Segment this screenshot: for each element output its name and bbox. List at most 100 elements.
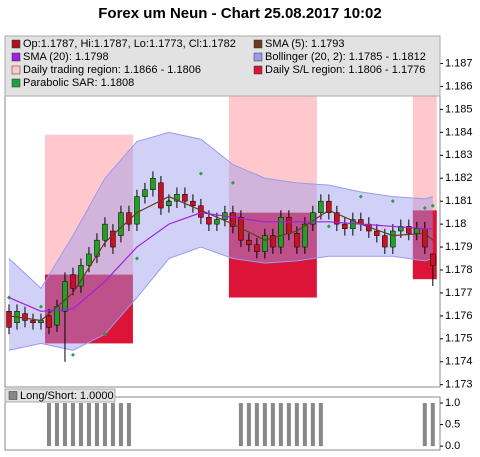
- long-short-bar: [278, 403, 283, 447]
- candle-body: [430, 253, 436, 266]
- sar-dot: [38, 304, 43, 309]
- candle-body: [334, 212, 340, 225]
- candle-body: [278, 216, 284, 248]
- legend-swatch: [253, 39, 263, 49]
- candle-body: [342, 223, 348, 229]
- candle-body: [214, 219, 220, 225]
- candle-body: [102, 223, 108, 241]
- candle-body: [62, 281, 68, 312]
- legend-label: Bollinger (20, 2): 1.1785 - 1.1812: [265, 51, 426, 63]
- legend-label: Daily trading region: 1.1866 - 1.1806: [23, 64, 201, 76]
- long-short-bar: [238, 403, 243, 447]
- long-short-bar: [286, 403, 291, 447]
- legend-label: Daily S/L region: 1.1806 - 1.1776: [265, 64, 425, 76]
- candle-body: [134, 196, 140, 225]
- candle-body: [190, 200, 196, 207]
- candle-body: [326, 200, 332, 213]
- bollinger-upper: [8, 131, 433, 290]
- trading-region: [412, 72, 437, 211]
- y-tick-label: 1.187: [445, 57, 473, 69]
- long-short-bar: [54, 403, 59, 447]
- sar-dot: [230, 180, 235, 185]
- y-tick-label: 0.5: [445, 418, 460, 430]
- candle-body: [166, 200, 172, 207]
- long-short-bar: [94, 403, 99, 447]
- candle-body: [86, 253, 92, 266]
- sar-dot: [430, 203, 435, 208]
- y-tick-label: 1.0: [445, 397, 460, 409]
- sar-dot: [422, 206, 427, 211]
- lower-legend-box: [4, 388, 116, 403]
- sar-dot: [358, 194, 363, 199]
- candle-body: [182, 194, 188, 202]
- legend-label: SMA (20): 1.1798: [23, 51, 109, 63]
- long-short-bar: [318, 403, 323, 447]
- sar-dot: [390, 199, 395, 204]
- candle-body: [374, 230, 380, 236]
- y-tick-label: 1.176: [445, 310, 473, 322]
- candle-body: [422, 228, 428, 248]
- y-tick-label: 1.183: [445, 149, 473, 161]
- y-tick-label: 1.174: [445, 356, 473, 368]
- sar-dot: [70, 352, 75, 357]
- legend-swatch: [11, 78, 21, 88]
- candle-body: [406, 226, 412, 234]
- legend-swatch: [11, 65, 21, 75]
- sar-dot: [134, 256, 139, 261]
- long-short-bar: [310, 403, 315, 447]
- candle-body: [254, 244, 260, 252]
- y-tick-label: 1.178: [445, 264, 473, 276]
- candle-body: [70, 274, 76, 289]
- bollinger-band: [8, 132, 433, 351]
- y-tick-label: 1.181: [445, 195, 473, 207]
- legend-label: SMA (5): 1.1793: [265, 38, 345, 50]
- y-tick-label: 1.186: [445, 80, 473, 92]
- candle-body: [30, 320, 36, 324]
- legend-swatch: [253, 65, 263, 75]
- candle-body: [302, 223, 308, 248]
- candle-body: [414, 228, 420, 234]
- candle-body: [118, 212, 124, 236]
- legend-swatch: [8, 391, 18, 400]
- indicator-line: [8, 212, 433, 312]
- candle-body: [174, 194, 180, 202]
- long-short-bar: [102, 403, 107, 447]
- candle-body: [270, 235, 276, 248]
- candle-body: [294, 233, 300, 248]
- long-short-bar: [422, 403, 427, 447]
- legend-swatch: [11, 39, 21, 49]
- candle-body: [382, 235, 388, 248]
- sar-dot: [102, 332, 107, 337]
- candle-body: [246, 239, 252, 246]
- long-short-bar: [70, 403, 75, 447]
- legend-box: [4, 35, 441, 97]
- long-short-bar: [78, 403, 83, 447]
- legend-label: Op:1.1787, Hi:1.1787, Lo:1.1773, Cl:1.17…: [23, 38, 236, 50]
- long-short-bar: [430, 403, 435, 447]
- y-tick-label: 1.177: [445, 287, 473, 299]
- y-tick-label: 1.184: [445, 126, 473, 138]
- candle-body: [150, 177, 156, 190]
- indicator-line: [8, 195, 434, 322]
- candle-body: [46, 315, 52, 328]
- long-short-bar: [270, 403, 275, 447]
- long-short-bar: [246, 403, 251, 447]
- trading-region: [228, 86, 317, 213]
- chart-title: Forex um Neun - Chart 25.08.2017 10:02: [98, 5, 381, 22]
- sar-dot: [198, 171, 203, 176]
- candle-body: [286, 216, 292, 234]
- candle-body: [318, 200, 324, 213]
- candle-body: [262, 235, 268, 252]
- legend-swatch: [11, 52, 21, 62]
- y-tick-label: 1.179: [445, 241, 473, 253]
- lower-plot-area: [4, 396, 441, 451]
- long-short-bar: [118, 403, 123, 447]
- candle-body: [390, 230, 396, 248]
- y-tick-label: 1.185: [445, 103, 473, 115]
- long-short-bar: [254, 403, 259, 447]
- long-short-bar: [62, 403, 67, 447]
- y-tick-label: 1.18: [445, 218, 466, 230]
- bollinger-lower: [8, 246, 433, 351]
- candle-body: [142, 189, 148, 197]
